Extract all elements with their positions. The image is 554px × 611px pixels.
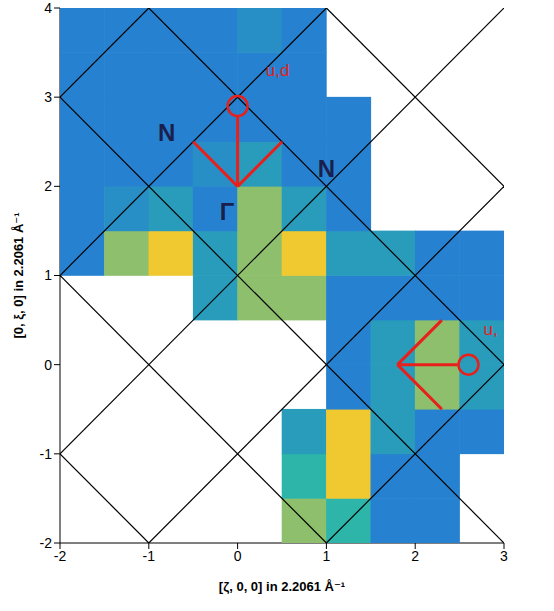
svg-text:3: 3 [44, 89, 52, 105]
svg-text:0: 0 [44, 357, 52, 373]
svg-text:3: 3 [500, 548, 508, 564]
svg-text:[0, ξ, 0] in 2.2061 Å⁻¹: [0, ξ, 0] in 2.2061 Å⁻¹ [11, 212, 26, 338]
svg-text:Γ: Γ [220, 198, 235, 225]
svg-text:-2: -2 [40, 535, 53, 551]
svg-text:2: 2 [411, 548, 419, 564]
svg-text:1: 1 [323, 548, 331, 564]
svg-text:-1: -1 [40, 446, 53, 462]
svg-text:u,: u, [484, 320, 498, 339]
svg-text:N: N [158, 119, 175, 146]
svg-text:u,d: u,d [266, 61, 290, 80]
svg-text:4: 4 [44, 0, 52, 16]
svg-text:-1: -1 [143, 548, 156, 564]
svg-text:[ζ, 0, 0] in 2.2061 Å⁻¹: [ζ, 0, 0] in 2.2061 Å⁻¹ [219, 579, 345, 594]
svg-text:N: N [318, 155, 335, 182]
svg-text:-2: -2 [54, 548, 67, 564]
svg-text:0: 0 [234, 548, 242, 564]
svg-text:1: 1 [44, 267, 52, 283]
svg-text:2: 2 [44, 178, 52, 194]
